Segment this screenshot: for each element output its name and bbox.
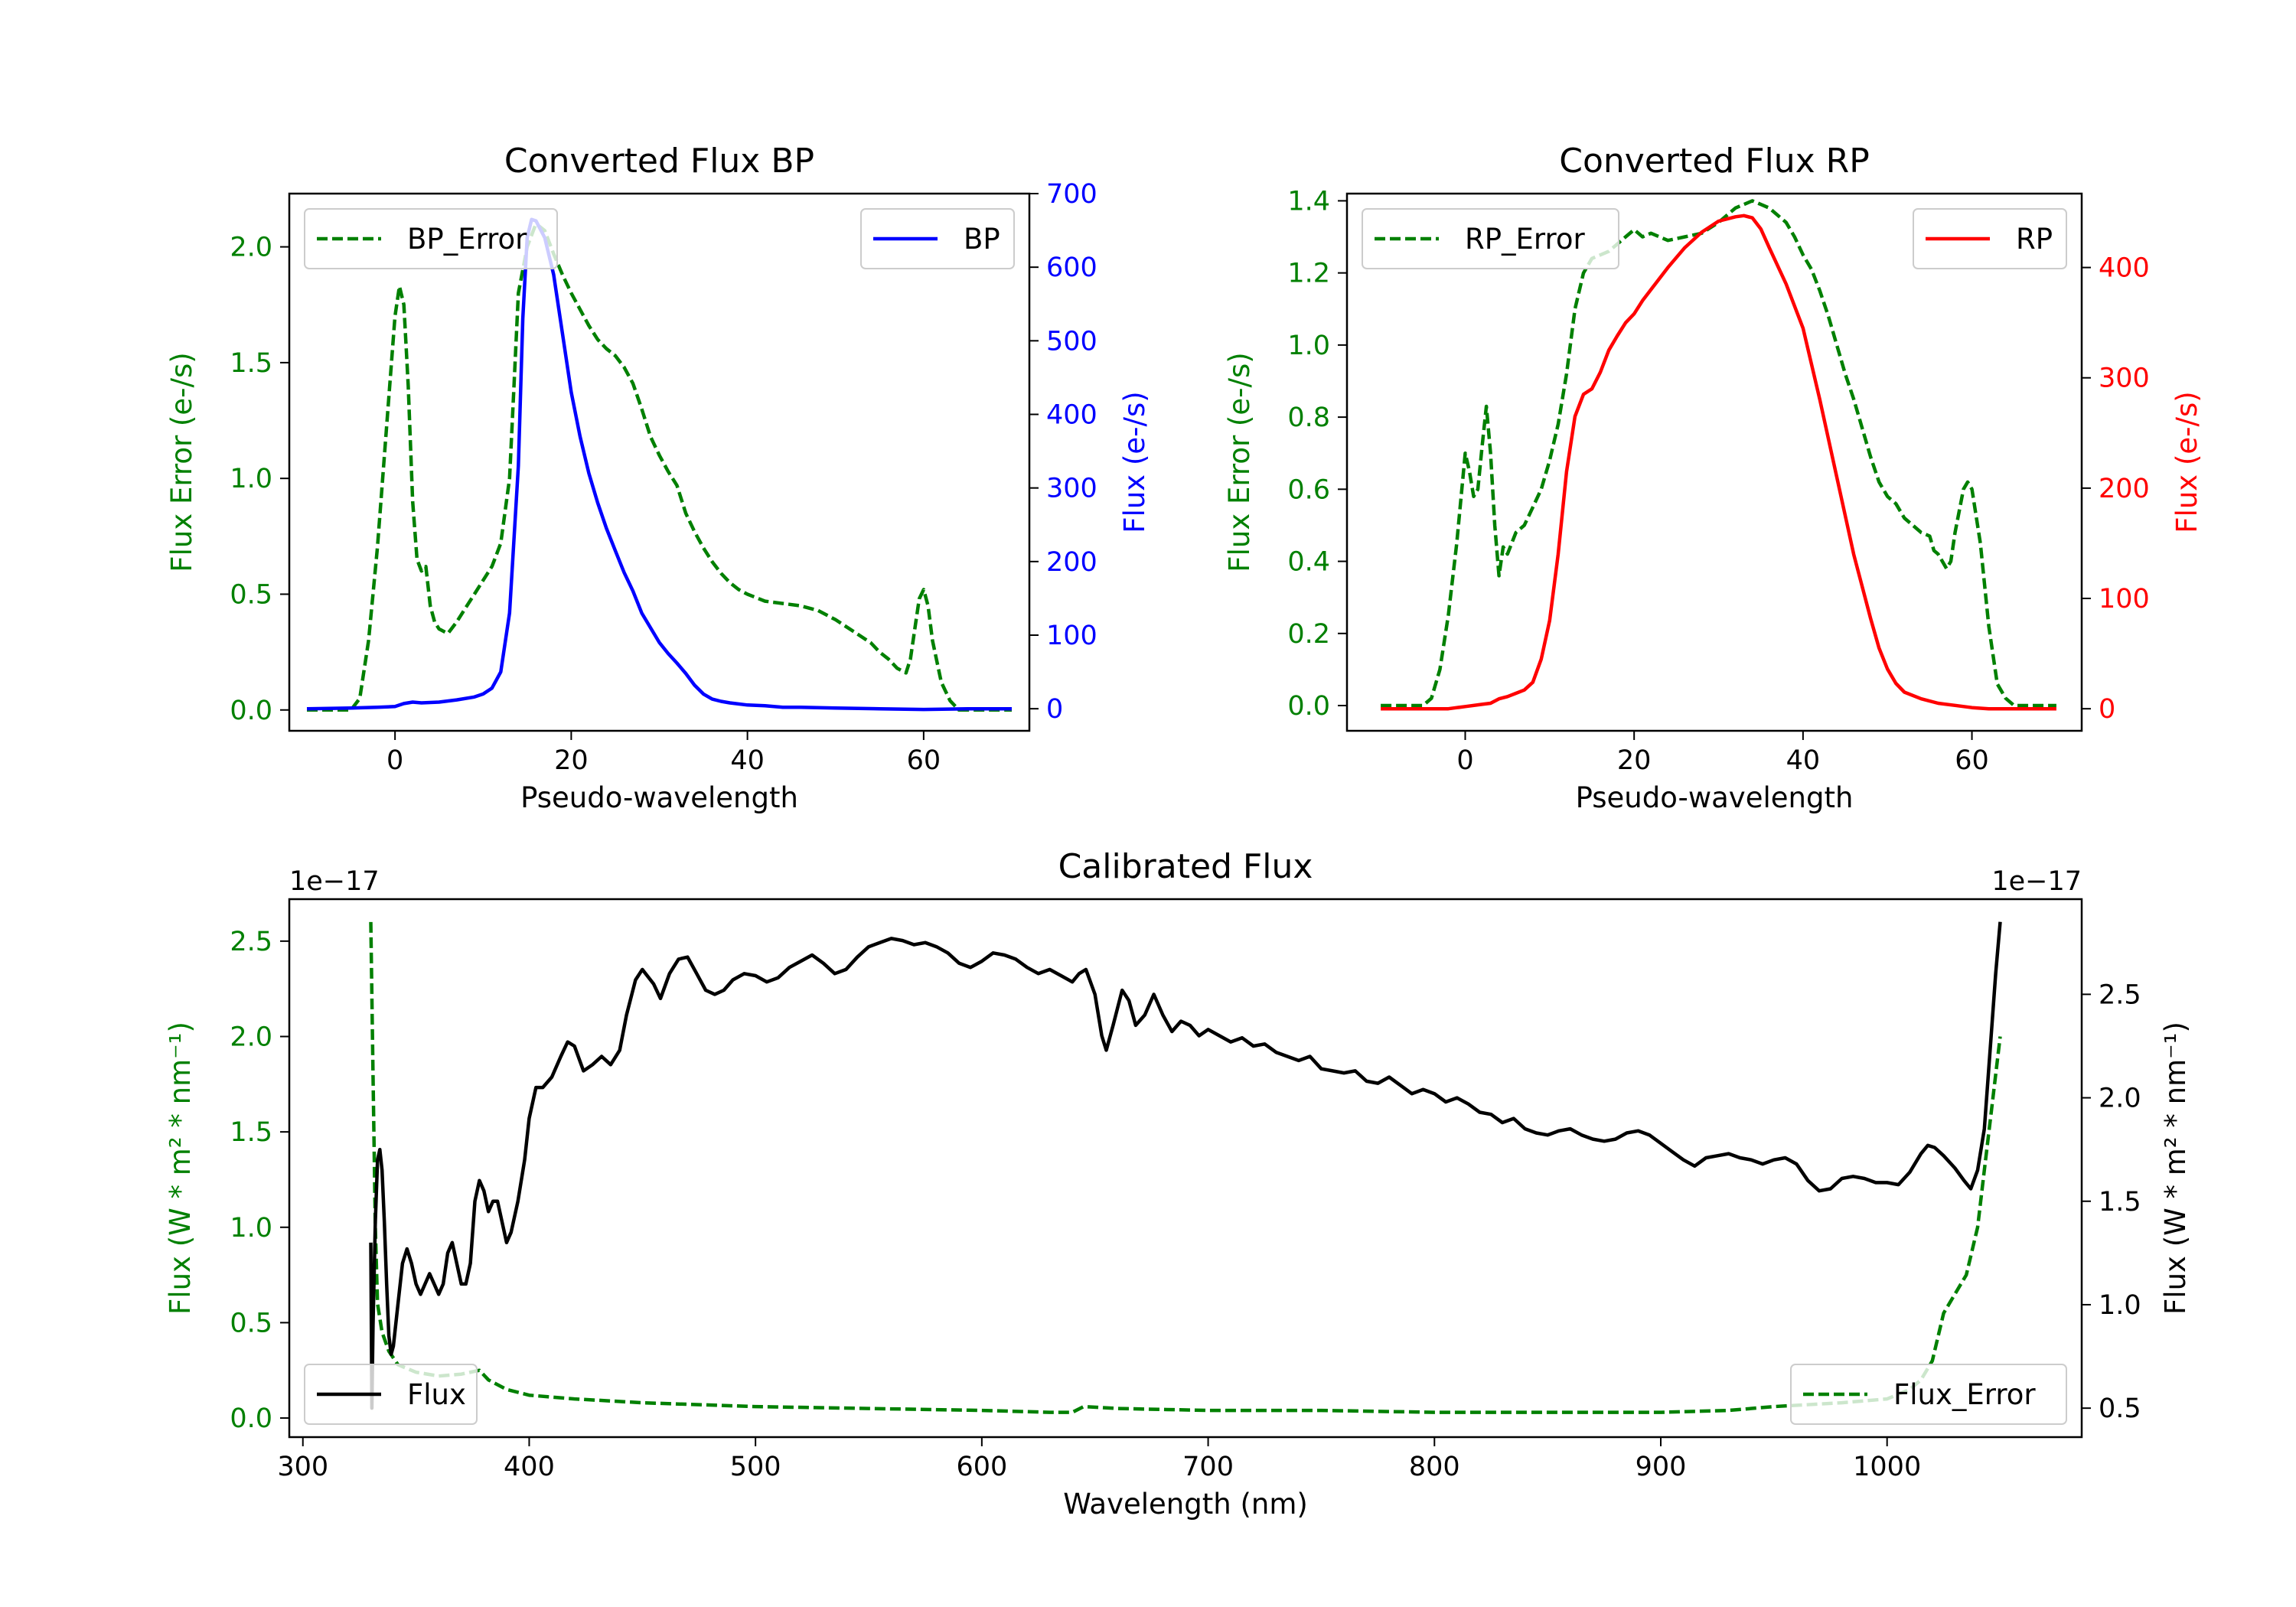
y-left-tick-label: 1.0 — [230, 464, 272, 494]
plot-frame — [288, 192, 1031, 732]
y-left-tick-label: 1.4 — [1287, 186, 1330, 217]
legend-flux: RP — [1913, 208, 2067, 269]
legend-label: BP — [964, 223, 1000, 256]
legend-label: Flux — [407, 1378, 466, 1411]
y-right-tick-label: 200 — [2099, 474, 2150, 504]
y-right-tick-label: 200 — [1046, 547, 1097, 578]
plot-frame — [288, 898, 2083, 1439]
x-axis-label: Pseudo-wavelength — [520, 781, 798, 814]
x-tick-label: 700 — [1182, 1452, 1234, 1482]
legend-label: RP — [2016, 223, 2053, 256]
x-tick-label: 900 — [1636, 1452, 1687, 1482]
chart-cal: Calibrated Flux 300 400 500 600 700 800 900 1000… — [164, 847, 2192, 1521]
legend-box — [1790, 1364, 2067, 1425]
chart-bp: Converted Flux BP 0 20 40 60 Pseudo-wavelengt… — [165, 142, 1151, 814]
legend-box — [1362, 208, 1619, 269]
y-right-tick-label: 300 — [1046, 474, 1097, 504]
y-left-tick-label: 1.0 — [1287, 331, 1330, 361]
y-left-axis-label: Flux (W * m² * nm⁻¹) — [164, 1022, 197, 1315]
y-left-tick-label: 1.5 — [230, 1117, 272, 1148]
y-right-tick-label: 300 — [2099, 363, 2150, 394]
x-tick-label: 800 — [1409, 1452, 1460, 1482]
y-left-tick-label: 0.2 — [1287, 619, 1330, 650]
series-line-bp — [306, 217, 1012, 712]
plot-frame — [1345, 192, 2083, 732]
y-right-axis-label: Flux (W * m² * nm⁻¹) — [2159, 1022, 2192, 1315]
x-tick-label: 400 — [504, 1452, 555, 1482]
chart-title: Converted Flux RP — [1559, 142, 1870, 181]
x-tick-label: 20 — [554, 745, 589, 776]
y-right-tick-label: 100 — [2099, 584, 2150, 614]
y-right-tick-label: 100 — [1046, 621, 1097, 651]
y-right-tick-label: 1.5 — [2099, 1187, 2141, 1217]
x-tick-label: 0 — [386, 745, 403, 776]
y-left-tick-label: 0.0 — [230, 1403, 272, 1434]
legend-box — [304, 1364, 478, 1425]
y-left-tick-label: 0.8 — [1287, 403, 1330, 433]
legend-flux-error: Flux_Error — [1790, 1364, 2067, 1425]
y-right-offset-label: 1e−17 — [1991, 866, 2082, 897]
y-left-axis-label: Flux Error (e-/s) — [1223, 352, 1256, 572]
legend-label: BP_Error — [407, 223, 527, 256]
y-left-tick-label: 0.0 — [1287, 691, 1330, 722]
y-right-tick-label: 400 — [2099, 253, 2150, 284]
y-left-tick-label: 0.4 — [1287, 547, 1330, 578]
x-tick-label: 60 — [1955, 745, 1989, 776]
y-right-tick-label: 2.5 — [2099, 980, 2141, 1010]
y-right-tick-label: 0 — [2099, 694, 2115, 725]
y-left-tick-label: 1.0 — [230, 1213, 272, 1244]
y-left-tick-label: 0.5 — [230, 1308, 272, 1338]
legend-box — [304, 208, 558, 269]
y-left-offset-label: 1e−17 — [289, 866, 380, 897]
x-axis-label: Wavelength (nm) — [1063, 1488, 1308, 1521]
y-left-tick-label: 0.6 — [1287, 474, 1330, 505]
legend-flux: Flux — [304, 1364, 478, 1425]
y-right-tick-label: 0 — [1046, 694, 1063, 725]
chart-title: Converted Flux BP — [504, 142, 814, 181]
x-tick-label: 60 — [907, 745, 941, 776]
series-line-bp-error — [307, 222, 1012, 712]
x-tick-label: 40 — [730, 745, 765, 776]
y-left-tick-label: 2.5 — [230, 927, 272, 957]
legend-label: Flux_Error — [1893, 1378, 2036, 1411]
y-left-tick-label: 0.5 — [230, 579, 272, 610]
y-left-tick-label: 2.0 — [230, 1022, 272, 1052]
x-tick-label: 500 — [730, 1452, 781, 1482]
y-right-tick-label: 2.0 — [2099, 1084, 2141, 1114]
y-left-tick-label: 1.5 — [230, 348, 272, 379]
panels: Converted Flux BP 0 20 40 60 Pseudo-wavelengt… — [164, 142, 2203, 1521]
y-left-axis-label: Flux Error (e-/s) — [165, 352, 198, 572]
y-right-tick-label: 500 — [1046, 326, 1097, 357]
legend-error: BP_Error — [304, 208, 558, 269]
y-right-tick-label: 0.5 — [2099, 1393, 2141, 1424]
x-axis-label: Pseudo-wavelength — [1576, 781, 1854, 814]
x-tick-label: 600 — [956, 1452, 1007, 1482]
x-tick-label: 300 — [277, 1452, 328, 1482]
y-right-axis-label: Flux (e-/s) — [2170, 391, 2203, 533]
y-left-tick-label: 0.0 — [230, 696, 272, 726]
y-right-tick-label: 700 — [1046, 179, 1097, 210]
y-left-tick-label: 2.0 — [230, 233, 272, 263]
legend-flux: BP — [860, 208, 1015, 269]
x-tick-label: 40 — [1786, 745, 1821, 776]
series-line-rp-error — [1381, 199, 2056, 708]
x-tick-label: 0 — [1456, 745, 1473, 776]
x-tick-label: 1000 — [1853, 1452, 1921, 1482]
y-right-tick-label: 1.0 — [2099, 1290, 2141, 1321]
chart-rp: Converted Flux RP 0 20 40 60 Pseudo-wavelengt… — [1223, 142, 2203, 814]
x-tick-label: 20 — [1617, 745, 1652, 776]
legend-error: RP_Error — [1362, 208, 1619, 269]
series-line-flux — [369, 921, 2002, 1410]
y-right-axis-label: Flux (e-/s) — [1118, 391, 1151, 533]
chart-title: Calibrated Flux — [1058, 847, 1313, 886]
y-left-tick-label: 1.2 — [1287, 259, 1330, 289]
legend-label: RP_Error — [1465, 223, 1585, 256]
y-right-tick-label: 600 — [1046, 253, 1097, 283]
y-right-tick-label: 400 — [1046, 399, 1097, 430]
series-line-rp — [1381, 214, 2056, 711]
